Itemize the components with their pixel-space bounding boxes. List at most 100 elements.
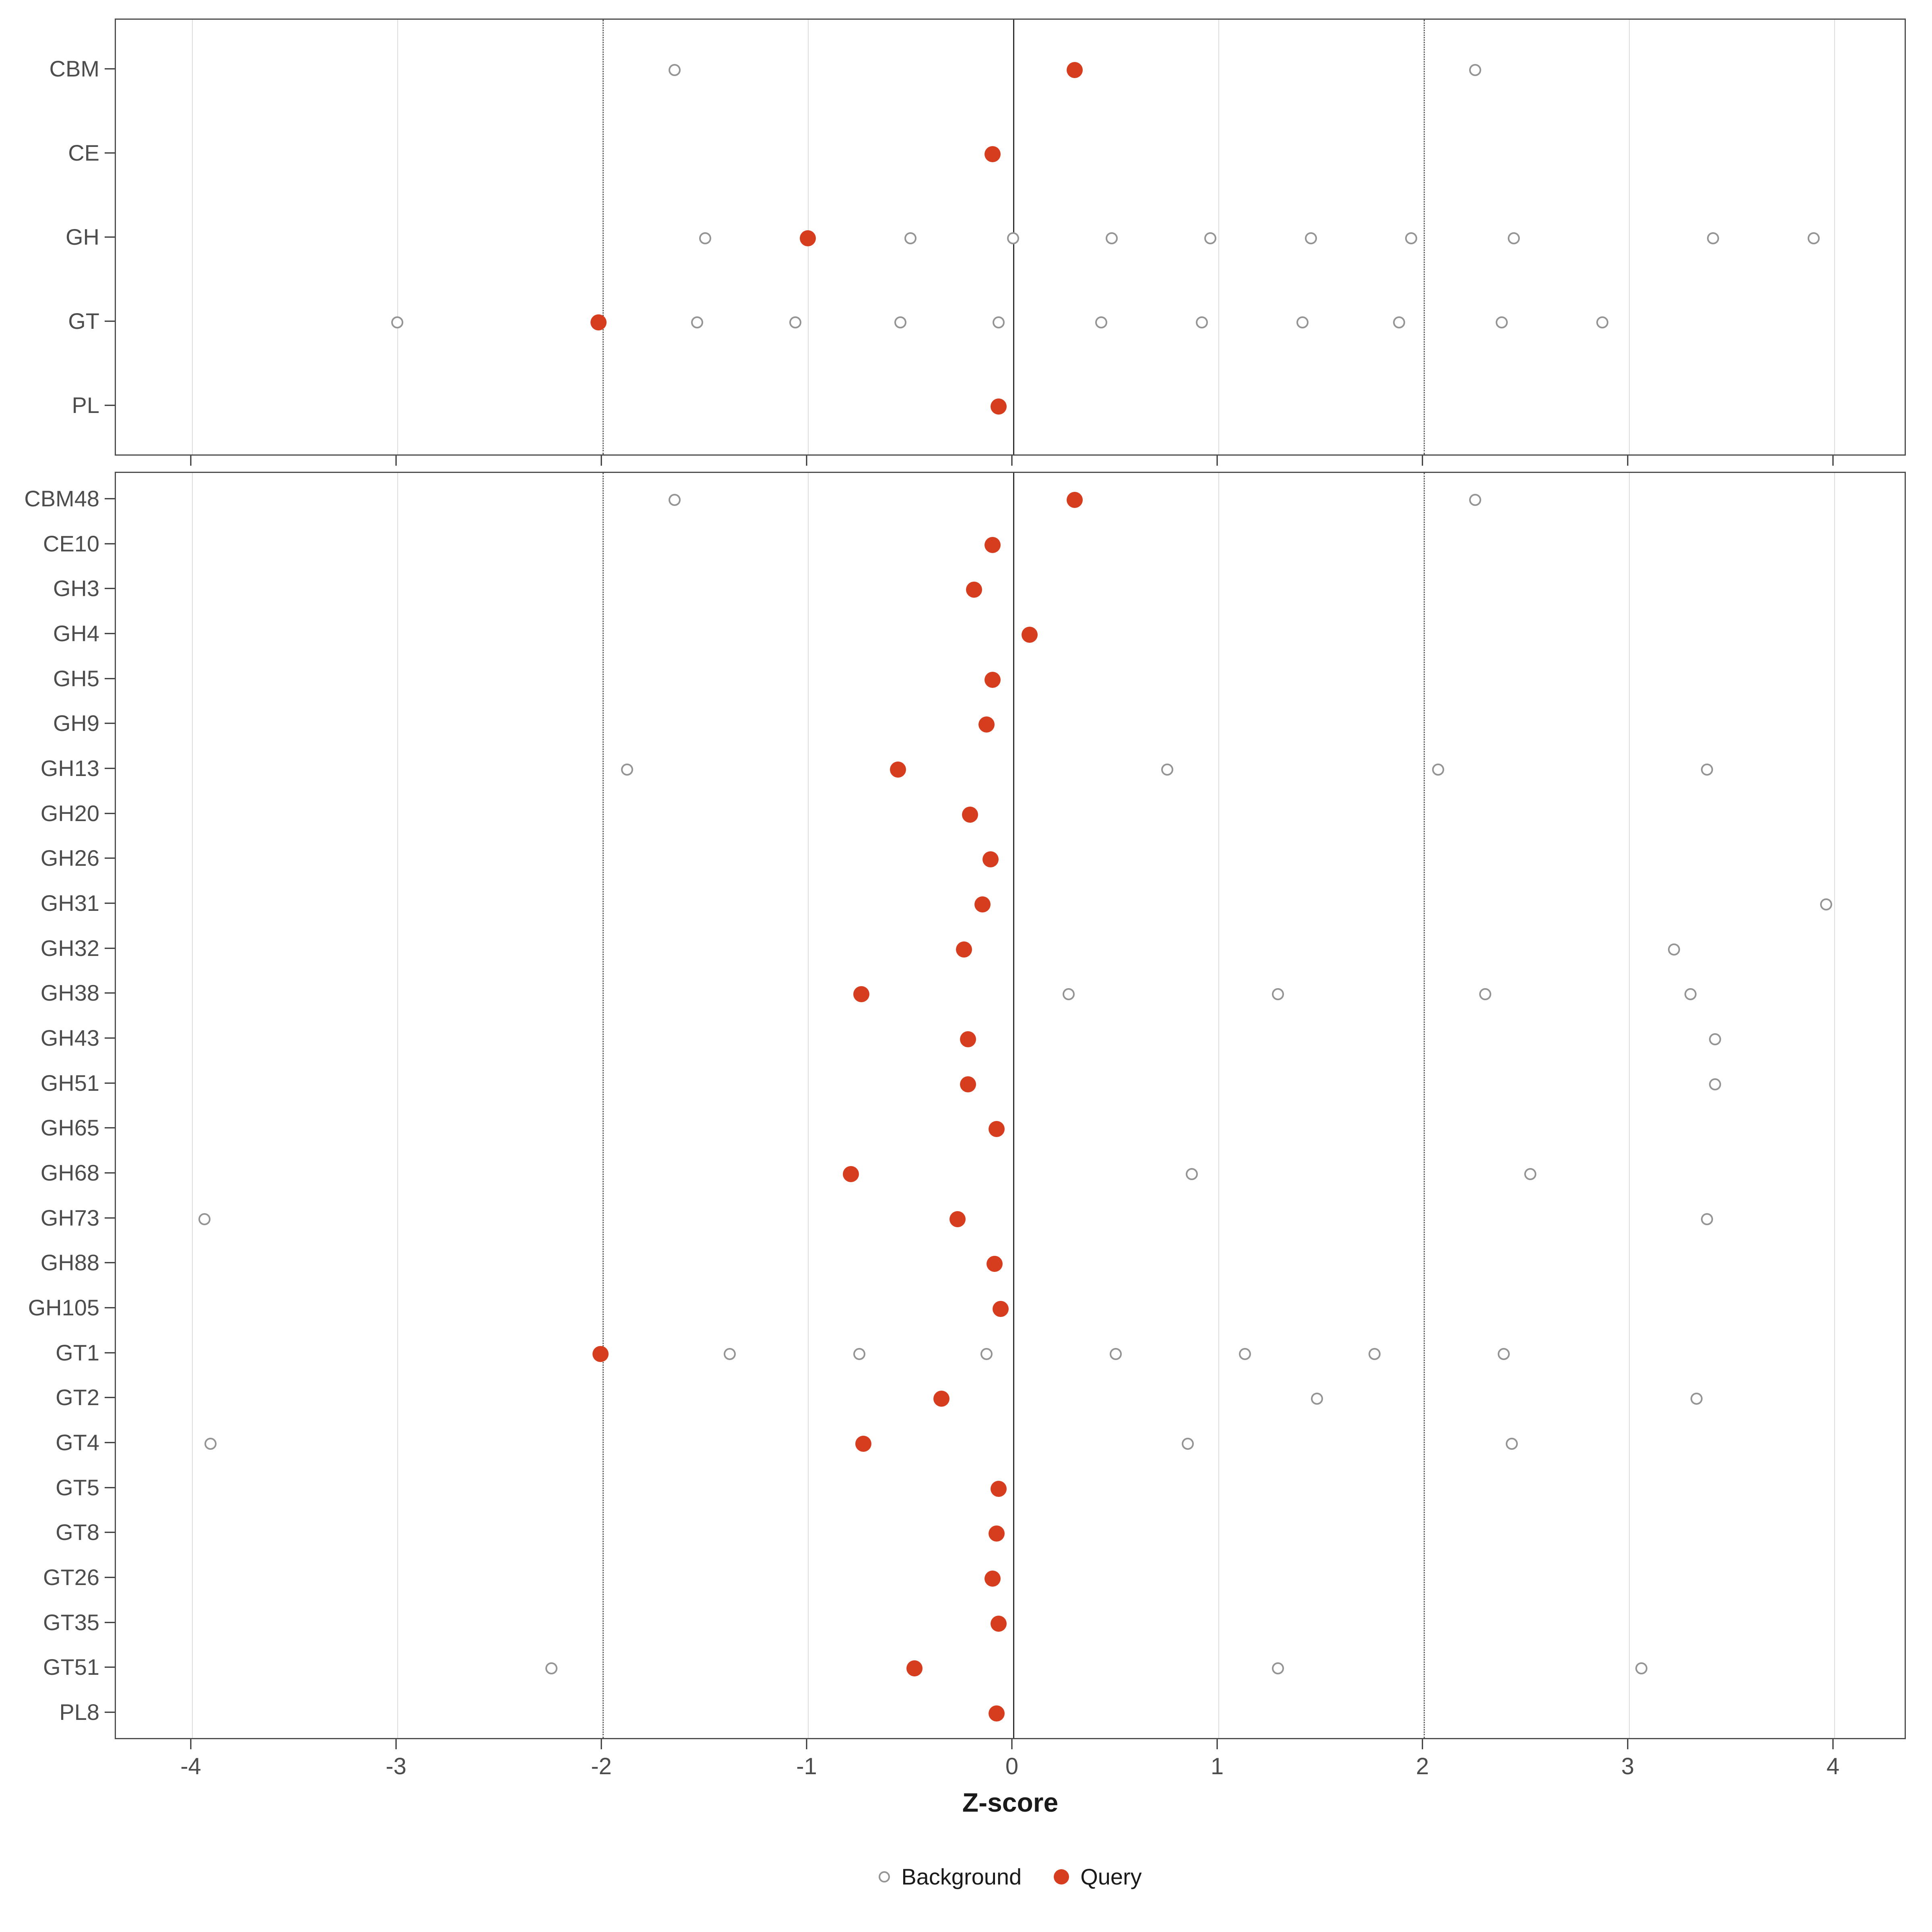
y-tick — [105, 236, 115, 238]
y-tick — [105, 813, 115, 814]
background-point — [1062, 988, 1075, 1001]
y-axis-label: GH5 — [53, 665, 99, 691]
background-point — [1709, 1078, 1721, 1090]
x-tick — [395, 1739, 397, 1749]
background-point — [904, 232, 916, 244]
query-point — [960, 1031, 976, 1047]
y-axis-label: GT2 — [56, 1385, 99, 1410]
background-point — [853, 1348, 865, 1360]
y-axis-label: PL8 — [59, 1699, 99, 1725]
background-point — [1469, 494, 1481, 506]
background-point — [1684, 988, 1697, 1001]
background-point — [1368, 1348, 1381, 1360]
background-point — [1690, 1393, 1703, 1405]
x-tick — [806, 456, 807, 466]
query-point — [855, 1436, 871, 1452]
y-tick — [105, 947, 115, 949]
background-point — [894, 316, 906, 328]
gridline — [1218, 20, 1219, 454]
x-tick — [1627, 456, 1629, 466]
y-tick — [105, 1666, 115, 1668]
legend-item-query: Query — [1054, 1864, 1142, 1890]
query-point — [853, 986, 869, 1003]
query-point — [590, 314, 607, 330]
x-tick-label: -4 — [180, 1753, 201, 1779]
query-point — [978, 716, 995, 733]
query-point — [989, 1705, 1005, 1721]
y-axis-label: GH32 — [40, 935, 99, 961]
background-point — [1007, 232, 1019, 244]
y-axis-label: GH — [66, 224, 99, 250]
background-point — [1596, 316, 1608, 328]
background-point — [789, 316, 802, 328]
threshold-line — [603, 20, 604, 454]
x-tick — [1216, 456, 1218, 466]
threshold-line — [1424, 473, 1425, 1738]
gridline — [192, 20, 193, 454]
y-axis-label: CE10 — [43, 530, 99, 556]
background-point — [1204, 232, 1216, 244]
query-point — [993, 1301, 1009, 1317]
x-tick — [806, 1739, 807, 1749]
legend-label-background: Background — [901, 1864, 1022, 1889]
query-point — [1021, 627, 1038, 643]
x-tick — [601, 456, 602, 466]
x-tick — [1627, 1739, 1629, 1749]
y-axis-label: GT35 — [43, 1609, 99, 1635]
y-axis-label: GT51 — [43, 1654, 99, 1680]
x-tick — [1832, 1739, 1834, 1749]
query-point — [991, 1480, 1007, 1497]
query-point — [1067, 492, 1083, 508]
y-axis-label: GH4 — [53, 621, 99, 646]
query-point — [962, 806, 978, 823]
background-point — [1296, 316, 1309, 328]
y-tick — [105, 1577, 115, 1578]
y-tick — [105, 68, 115, 70]
gridline — [397, 473, 398, 1738]
y-axis-label: GH73 — [40, 1205, 99, 1230]
background-point — [980, 1348, 993, 1360]
threshold-line — [603, 473, 604, 1738]
query-point — [991, 1615, 1007, 1632]
y-axis-label: GH9 — [53, 710, 99, 736]
y-tick — [105, 1037, 115, 1039]
background-point — [1271, 988, 1284, 1001]
y-tick — [105, 1711, 115, 1713]
background-point — [1506, 1438, 1518, 1450]
query-point — [960, 1076, 976, 1092]
x-tick — [1216, 1739, 1218, 1749]
query-point — [843, 1166, 859, 1182]
y-axis-label: CBM — [49, 56, 99, 82]
y-axis-label: CE — [68, 140, 99, 166]
query-point — [966, 582, 983, 598]
query-point — [592, 1346, 609, 1362]
x-tick — [1011, 1739, 1013, 1749]
y-axis-label: PL — [72, 392, 100, 418]
background-point — [691, 316, 703, 328]
query-point — [985, 671, 1001, 688]
y-tick — [105, 633, 115, 634]
background-point — [1271, 1662, 1284, 1675]
y-tick — [105, 152, 115, 154]
y-tick — [105, 1622, 115, 1623]
y-axis-label: GT5 — [56, 1474, 99, 1500]
query-point — [991, 398, 1007, 415]
gridline — [808, 473, 809, 1738]
y-axis-label: GH31 — [40, 890, 99, 916]
y-axis-label: GH38 — [40, 980, 99, 1006]
y-axis-label: GT4 — [56, 1430, 99, 1455]
y-axis-label: GT1 — [56, 1340, 99, 1365]
query-point — [949, 1211, 966, 1227]
background-point — [699, 232, 711, 244]
background-point — [1707, 232, 1719, 244]
gridline — [397, 20, 398, 454]
x-tick — [190, 1739, 192, 1749]
y-tick — [105, 1127, 115, 1129]
y-tick — [105, 1352, 115, 1354]
query-point — [974, 896, 991, 912]
x-tick — [190, 456, 192, 466]
x-tick — [1011, 456, 1013, 466]
y-tick — [105, 1217, 115, 1219]
query-point — [1067, 62, 1083, 78]
background-point — [1110, 1348, 1122, 1360]
